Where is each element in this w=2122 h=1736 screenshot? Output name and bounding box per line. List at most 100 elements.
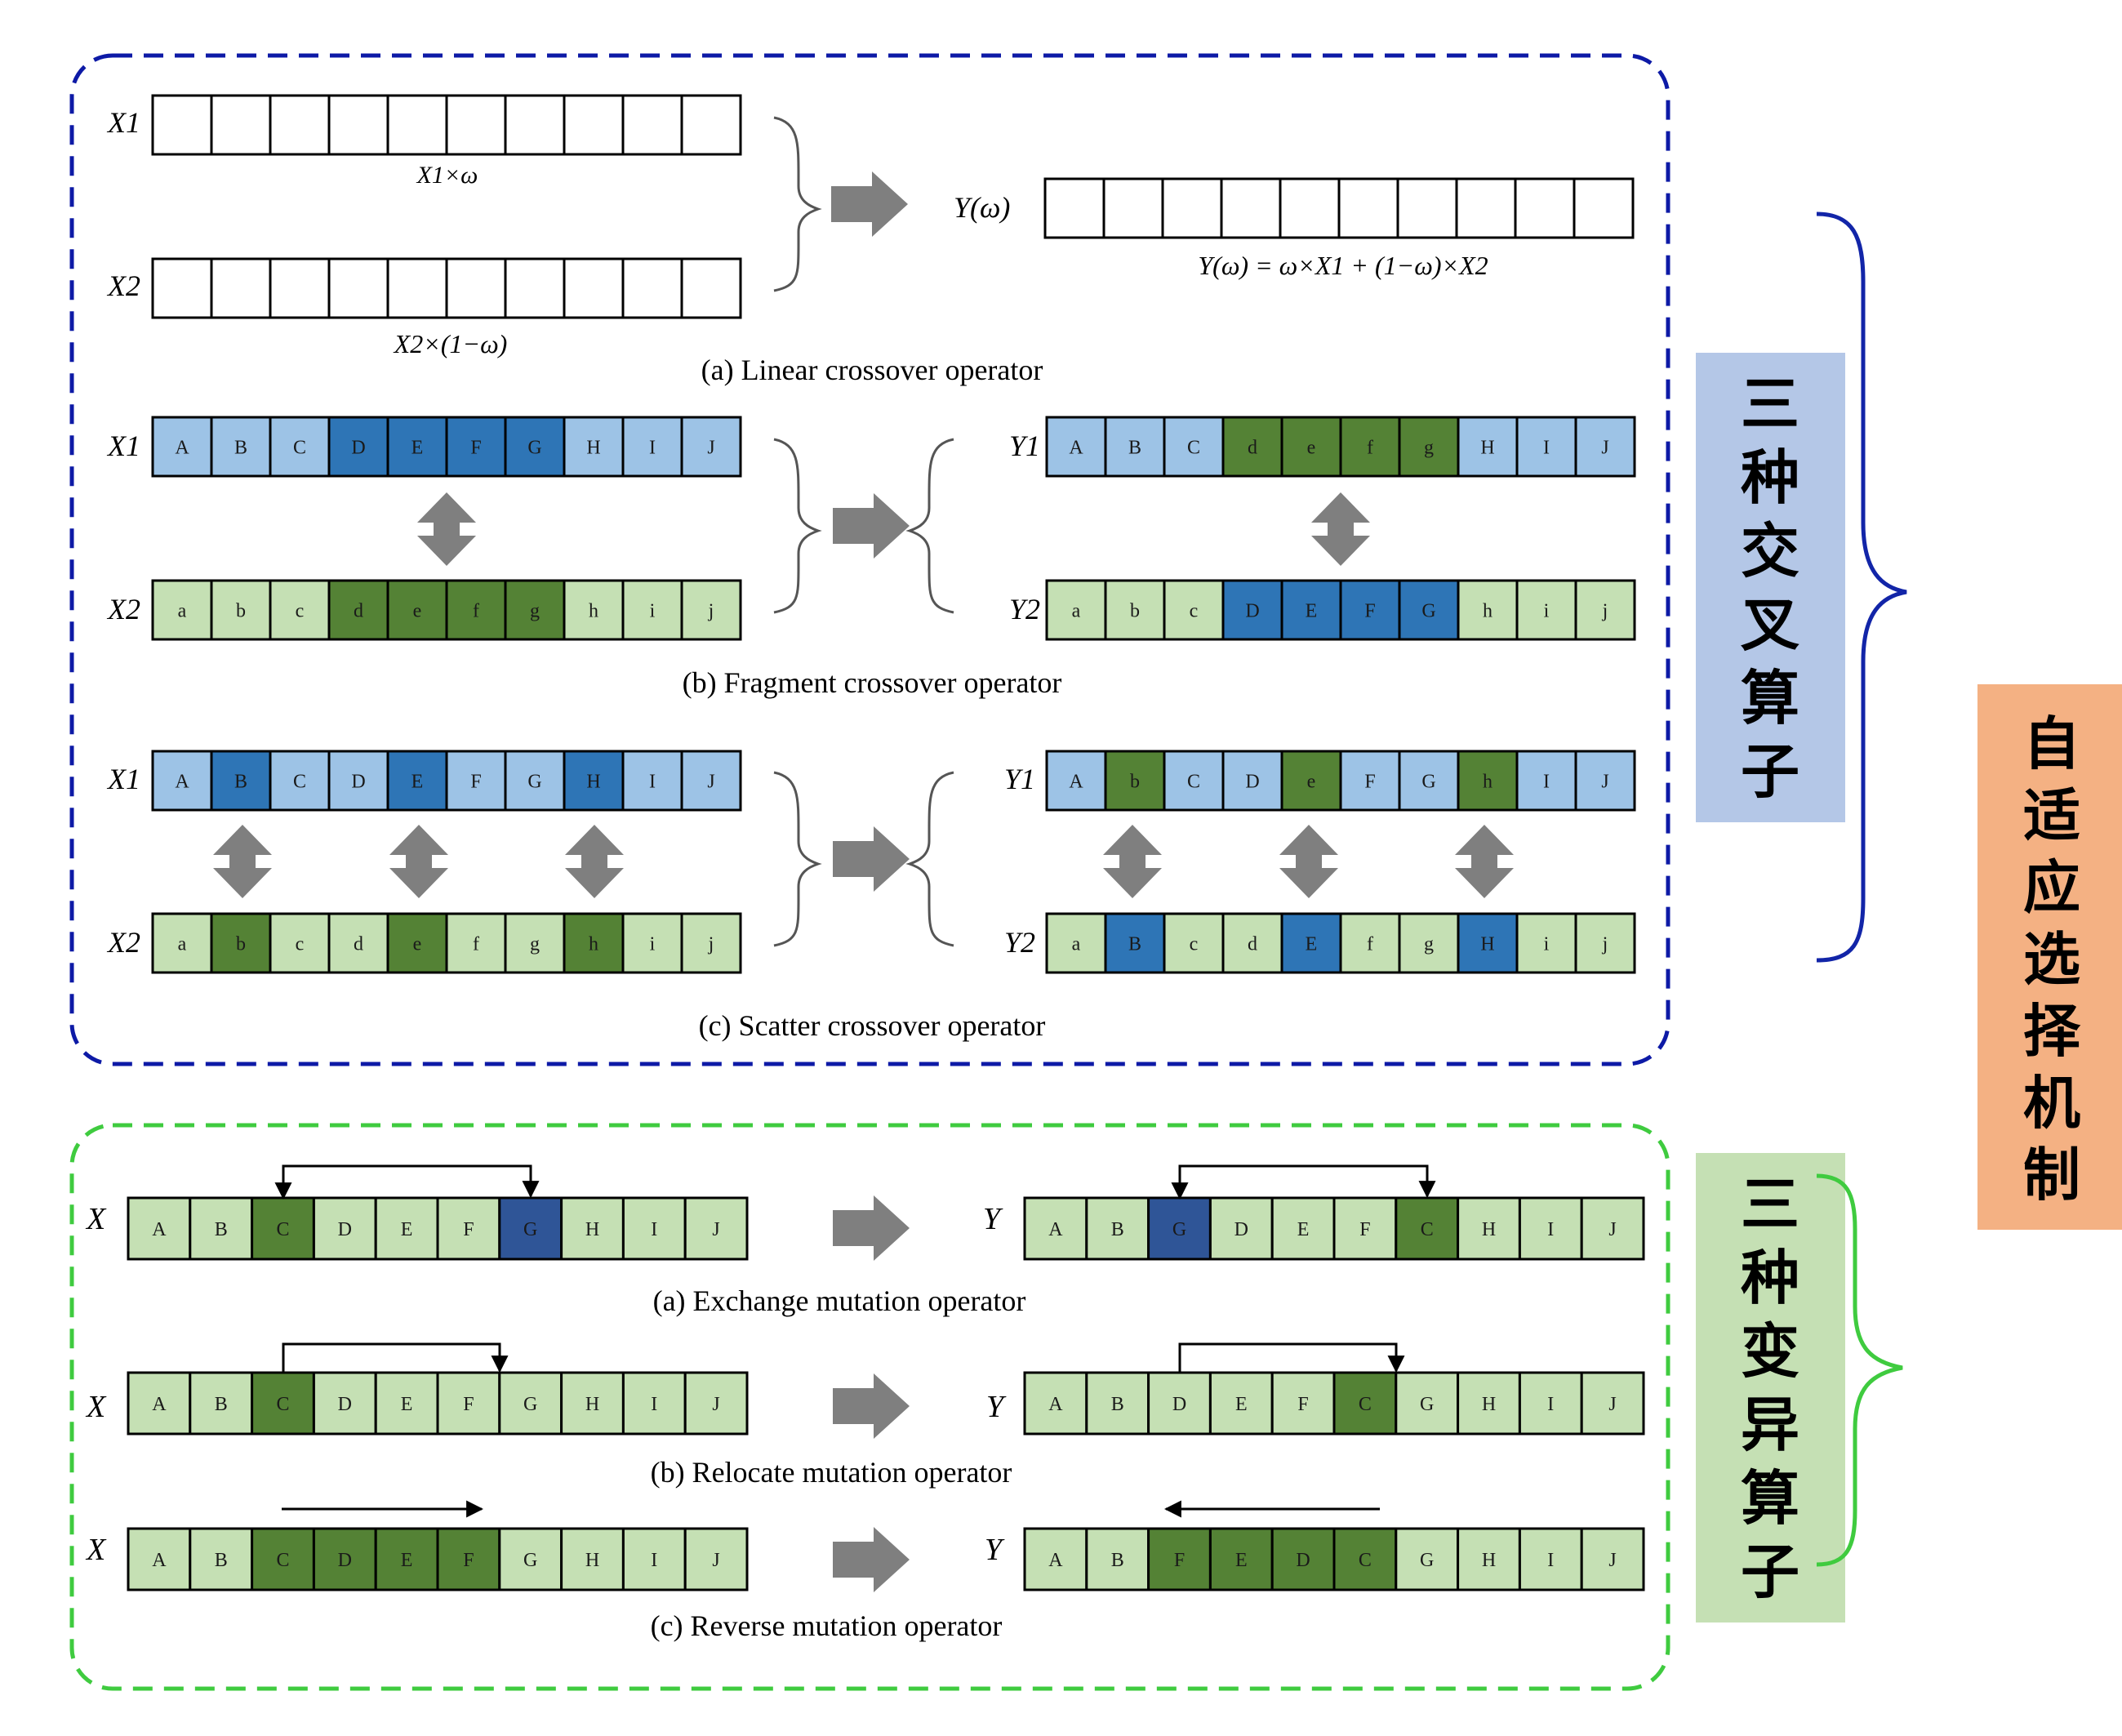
gene-label: c bbox=[296, 934, 305, 955]
scatter-child-swap-arrow-1 bbox=[1103, 825, 1162, 898]
gene-label: D bbox=[1234, 1219, 1248, 1240]
gene-cell bbox=[1398, 579, 1460, 641]
gene-label: g bbox=[1424, 934, 1434, 955]
gene-label: F bbox=[1359, 1219, 1370, 1240]
gene-cell bbox=[1043, 177, 1105, 239]
vertical-label-char: 应 bbox=[2023, 857, 2080, 920]
relocate-x-label: X bbox=[85, 1390, 107, 1424]
reverse-output-arrow bbox=[833, 1527, 910, 1592]
gene-label: i bbox=[650, 601, 656, 622]
gene-label: B bbox=[1128, 438, 1141, 459]
gene-label: C bbox=[293, 438, 306, 459]
gene-label: J bbox=[1608, 1394, 1616, 1415]
gene-cell bbox=[210, 416, 272, 478]
gene-label: E bbox=[401, 1394, 413, 1415]
gene-cell bbox=[127, 1527, 192, 1591]
gene-label: D bbox=[1296, 1550, 1310, 1571]
gene-cell bbox=[1573, 177, 1635, 239]
gene-cell bbox=[1085, 1527, 1150, 1591]
gene-cell bbox=[1163, 750, 1225, 812]
gene-label: J bbox=[1601, 438, 1608, 459]
exchange-mutation-panel: X A B C D E F G H I J Y A B G D E F C H I J (a) Exchange m… bbox=[85, 1164, 1645, 1317]
gene-cell bbox=[680, 416, 742, 478]
gene-label: E bbox=[1306, 601, 1318, 622]
gene-cell bbox=[269, 257, 331, 319]
linear-x1-label: X1 bbox=[106, 106, 140, 139]
gene-cell bbox=[269, 579, 331, 641]
gene-cell bbox=[680, 912, 742, 974]
gene-cell bbox=[621, 416, 683, 478]
gene-label: c bbox=[296, 601, 305, 622]
gene-label: A bbox=[1048, 1219, 1063, 1240]
scatter-split-brace bbox=[905, 771, 954, 947]
gene-cell bbox=[621, 1527, 687, 1591]
gene-cell bbox=[210, 579, 272, 641]
relocate-output-arrow bbox=[833, 1373, 910, 1439]
gene-label: G bbox=[1421, 772, 1435, 793]
gene-label: I bbox=[1543, 772, 1550, 793]
exchange-output-connector bbox=[1171, 1164, 1436, 1200]
gene-label: e bbox=[413, 601, 422, 622]
gene-cell bbox=[210, 257, 272, 319]
gene-label: J bbox=[707, 772, 714, 793]
fragment-x1-label: X1 bbox=[106, 430, 140, 462]
gene-cell bbox=[1023, 1371, 1088, 1436]
linear-formula: Y(ω) = ω×X1 + (1−ω)×X2 bbox=[1198, 251, 1488, 280]
gene-label: b bbox=[1130, 601, 1140, 622]
gene-label: a bbox=[1072, 934, 1081, 955]
gene-cell bbox=[1221, 416, 1283, 478]
relocate-caption: (b) Relocate mutation operator bbox=[651, 1456, 1012, 1489]
gene-cell bbox=[445, 257, 507, 319]
gene-label: A bbox=[1048, 1550, 1063, 1571]
gene-label: H bbox=[1480, 438, 1494, 459]
gene-cell bbox=[563, 257, 625, 319]
vertical-label-char: 种 bbox=[1741, 446, 1799, 511]
gene-label: C bbox=[276, 1550, 289, 1571]
gene-cell bbox=[445, 750, 507, 812]
gene-label: H bbox=[585, 1219, 599, 1240]
gene-label: F bbox=[1174, 1550, 1185, 1571]
gene-cell bbox=[1457, 750, 1519, 812]
vertical-label-char: 异 bbox=[1741, 1393, 1799, 1458]
gene-label: A bbox=[175, 438, 189, 459]
fragment-merge-brace bbox=[773, 438, 822, 614]
scatter-x2-row: a b c d e f g h i j bbox=[151, 912, 742, 974]
gene-label: I bbox=[649, 438, 656, 459]
gene-cell bbox=[563, 94, 625, 156]
gene-cell bbox=[621, 1371, 687, 1436]
gene-label: g bbox=[530, 934, 540, 955]
gene-label: G bbox=[527, 772, 541, 793]
vertical-label-char: 制 bbox=[2023, 1145, 2080, 1208]
gene-cell bbox=[680, 257, 742, 319]
gene-cell bbox=[1147, 1371, 1212, 1436]
gene-label: e bbox=[1307, 772, 1316, 793]
gene-cell bbox=[563, 579, 625, 641]
gene-cell bbox=[386, 257, 448, 319]
gene-label: b bbox=[236, 934, 246, 955]
gene-label: c bbox=[1190, 601, 1199, 622]
gene-label: f bbox=[1367, 934, 1373, 955]
vertical-label-char: 适 bbox=[2023, 786, 2080, 848]
gene-cell bbox=[1085, 1371, 1150, 1436]
reverse-mutation-panel: X A B C D E F G H I J Y A B F E D C G H I J (c) Reverse mu… bbox=[85, 1500, 1645, 1642]
linear-x1-weight-label: X1×ω bbox=[416, 162, 478, 189]
fragment-y2-label: Y2 bbox=[1009, 593, 1040, 625]
gene-cell bbox=[1580, 1527, 1645, 1591]
gene-label: G bbox=[1172, 1219, 1186, 1240]
gene-cell bbox=[1332, 1527, 1398, 1591]
gene-label: G bbox=[523, 1550, 537, 1571]
exchange-input-row: A B C D E F G H I J bbox=[127, 1196, 749, 1261]
gene-label: G bbox=[523, 1394, 537, 1415]
gene-cell bbox=[1270, 1196, 1336, 1261]
gene-cell bbox=[269, 750, 331, 812]
gene-label: h bbox=[1483, 772, 1493, 793]
gene-label: e bbox=[1307, 438, 1316, 459]
gene-label: B bbox=[215, 1394, 228, 1415]
gene-label: I bbox=[1547, 1219, 1554, 1240]
gene-label: J bbox=[712, 1394, 719, 1415]
gene-label: G bbox=[1420, 1394, 1434, 1415]
vertical-label-char: 三 bbox=[1741, 1173, 1799, 1238]
